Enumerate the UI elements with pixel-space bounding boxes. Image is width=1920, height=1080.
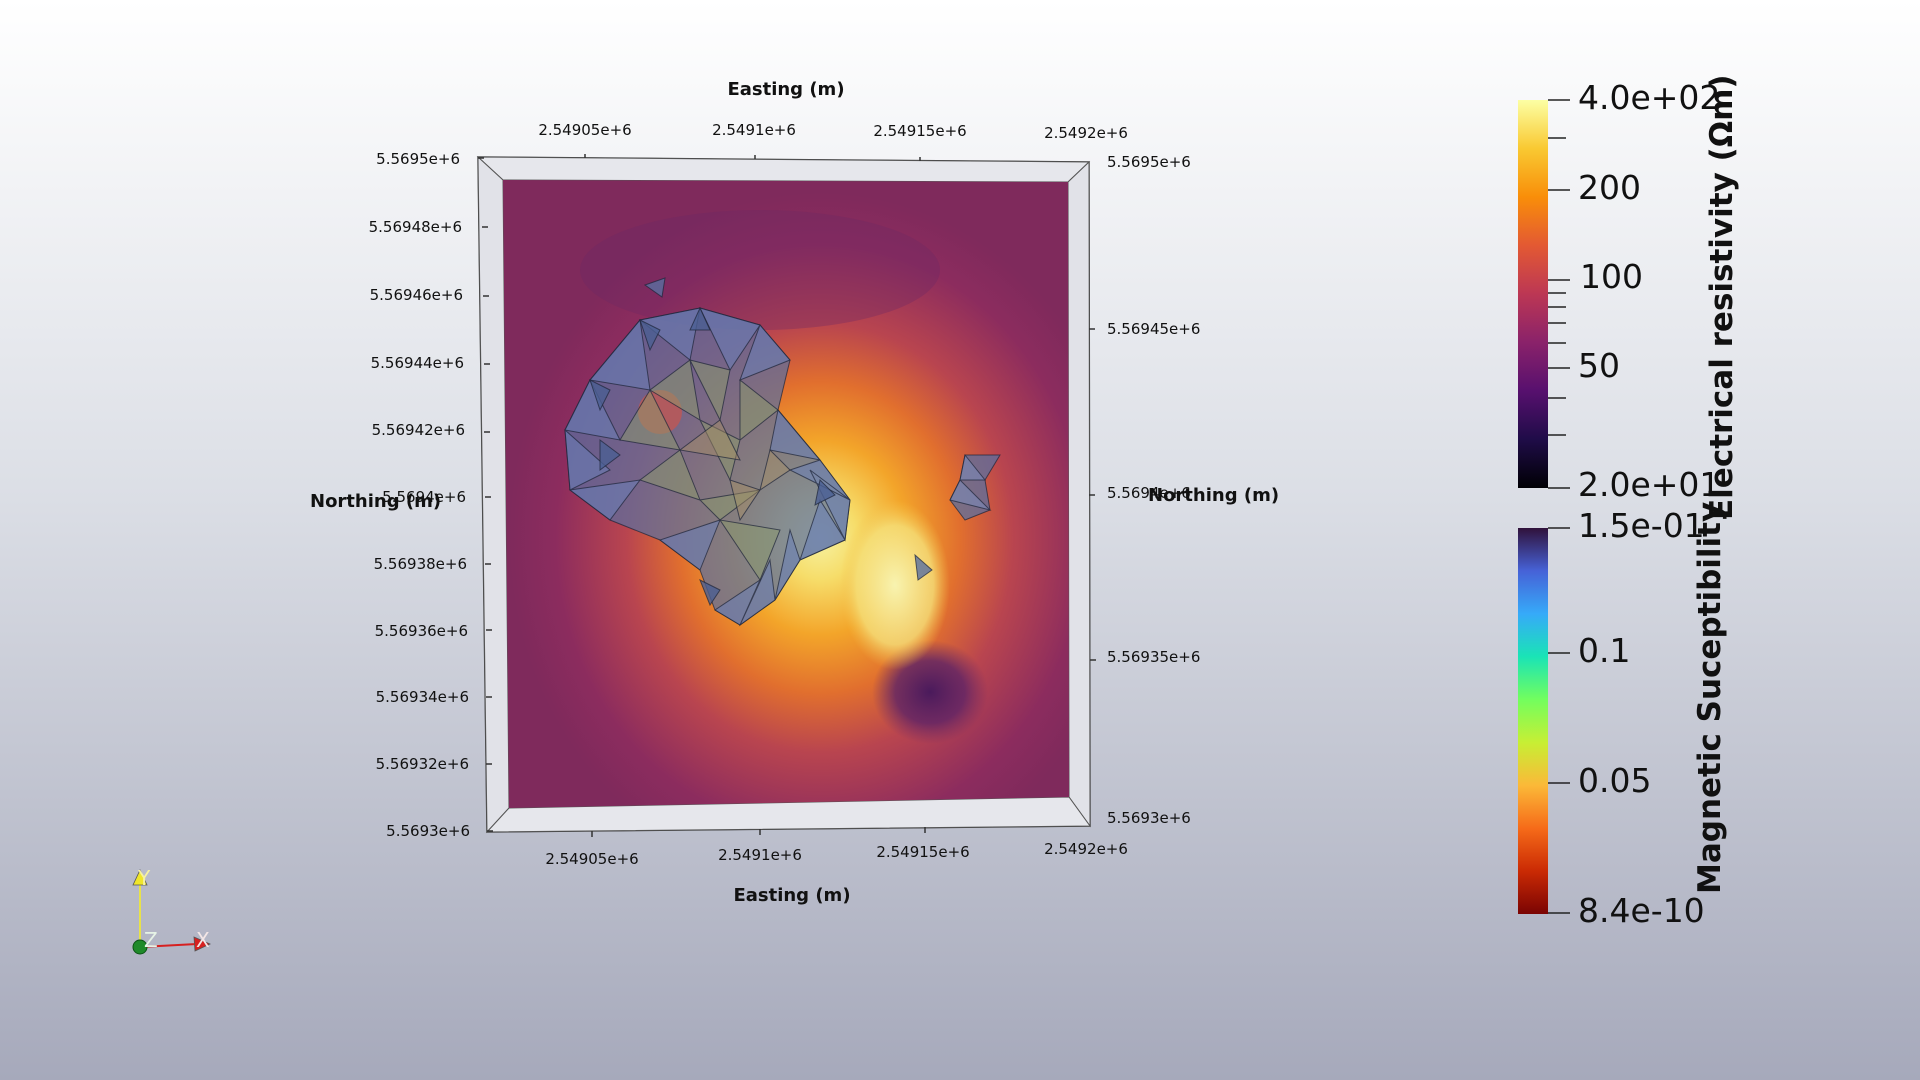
susceptibility-tick-label: 1.5e-01	[1578, 506, 1705, 545]
resistivity-tick-label: 2.0e+01	[1578, 465, 1720, 504]
left-tick-label: 5.56934e+6	[376, 688, 469, 706]
top-tick-label: 2.5491e+6	[712, 121, 796, 139]
top-axis: Easting (m) 2.54905e+6 2.5491e+6 2.54915…	[538, 79, 1128, 142]
left-tick-label: 5.5695e+6	[376, 150, 460, 168]
susceptibility-tick-label: 0.05	[1578, 761, 1651, 800]
left-tick-label: 5.56944e+6	[371, 354, 464, 372]
left-tick-label: 5.56932e+6	[376, 755, 469, 773]
susceptibility-colorbar: 1.5e-01 0.1 0.05 8.4e-10 Magnetic Sucept…	[1518, 502, 1728, 930]
resistivity-tick-label: 50	[1578, 346, 1620, 385]
tick-marks	[478, 154, 1096, 837]
susceptibility-colorbar-swatch	[1518, 528, 1548, 914]
right-tick-label: 5.56945e+6	[1107, 320, 1200, 338]
right-tick-label: 5.5693e+6	[1107, 809, 1191, 827]
bottom-tick-label: 2.54905e+6	[545, 850, 638, 868]
susceptibility-tick-label: 0.1	[1578, 631, 1630, 670]
top-tick-label: 2.5492e+6	[1044, 124, 1128, 142]
bottom-axis: 2.54905e+6 2.5491e+6 2.54915e+6 2.5492e+…	[545, 840, 1128, 906]
resistivity-colorbar-swatch	[1518, 100, 1548, 488]
left-tick-label: 5.5693e+6	[386, 822, 470, 840]
resistivity-colorbar: 4.0e+02 200 100 50 2.0e+01 Electrical re…	[1518, 74, 1740, 520]
left-axis-title: Northing (m)	[310, 491, 441, 512]
susceptibility-tick-label: 8.4e-10	[1578, 891, 1705, 930]
susceptibility-colorbar-title: Magnetic Suceptibility	[1692, 502, 1728, 894]
bottom-tick-label: 2.54915e+6	[876, 843, 969, 861]
bottom-tick-label: 2.5492e+6	[1044, 840, 1128, 858]
right-tick-label: 5.5695e+6	[1107, 153, 1191, 171]
left-tick-label: 5.5694e+6	[382, 488, 466, 506]
resistivity-tick-label: 200	[1578, 168, 1641, 207]
bottom-axis-title: Easting (m)	[733, 885, 850, 906]
right-tick-label: 5.56935e+6	[1107, 648, 1200, 666]
right-axis: 5.5695e+6 5.56945e+6 5.5694e+6 5.56935e+…	[1107, 153, 1279, 827]
orientation-axes[interactable]: Y X Z	[132, 866, 211, 955]
left-tick-label: 5.56936e+6	[375, 622, 468, 640]
x-axis-label: X	[196, 928, 210, 952]
right-tick-label: 5.5694e+6	[1107, 484, 1191, 502]
right-axis-title: Northing (m)	[1148, 485, 1279, 506]
resistivity-tick-label: 100	[1580, 257, 1643, 296]
left-axis: 5.5695e+6 5.56948e+6 5.56946e+6 5.56944e…	[310, 150, 470, 840]
left-tick-label: 5.56946e+6	[370, 286, 463, 304]
bottom-tick-label: 2.5491e+6	[718, 846, 802, 864]
resistivity-tick-label: 4.0e+02	[1578, 78, 1720, 117]
top-axis-title: Easting (m)	[727, 79, 844, 100]
top-tick-label: 2.54905e+6	[538, 121, 631, 139]
z-axis-label: Z	[144, 928, 158, 952]
y-axis-label: Y	[137, 866, 151, 890]
left-tick-label: 5.56948e+6	[369, 218, 462, 236]
left-tick-label: 5.56938e+6	[374, 555, 467, 573]
susceptibility-isosurface	[564, 277, 1001, 627]
resistivity-colorbar-title: Electrical resistivity (Ωm)	[1704, 74, 1740, 520]
left-tick-label: 5.56942e+6	[372, 421, 465, 439]
top-tick-label: 2.54915e+6	[873, 122, 966, 140]
